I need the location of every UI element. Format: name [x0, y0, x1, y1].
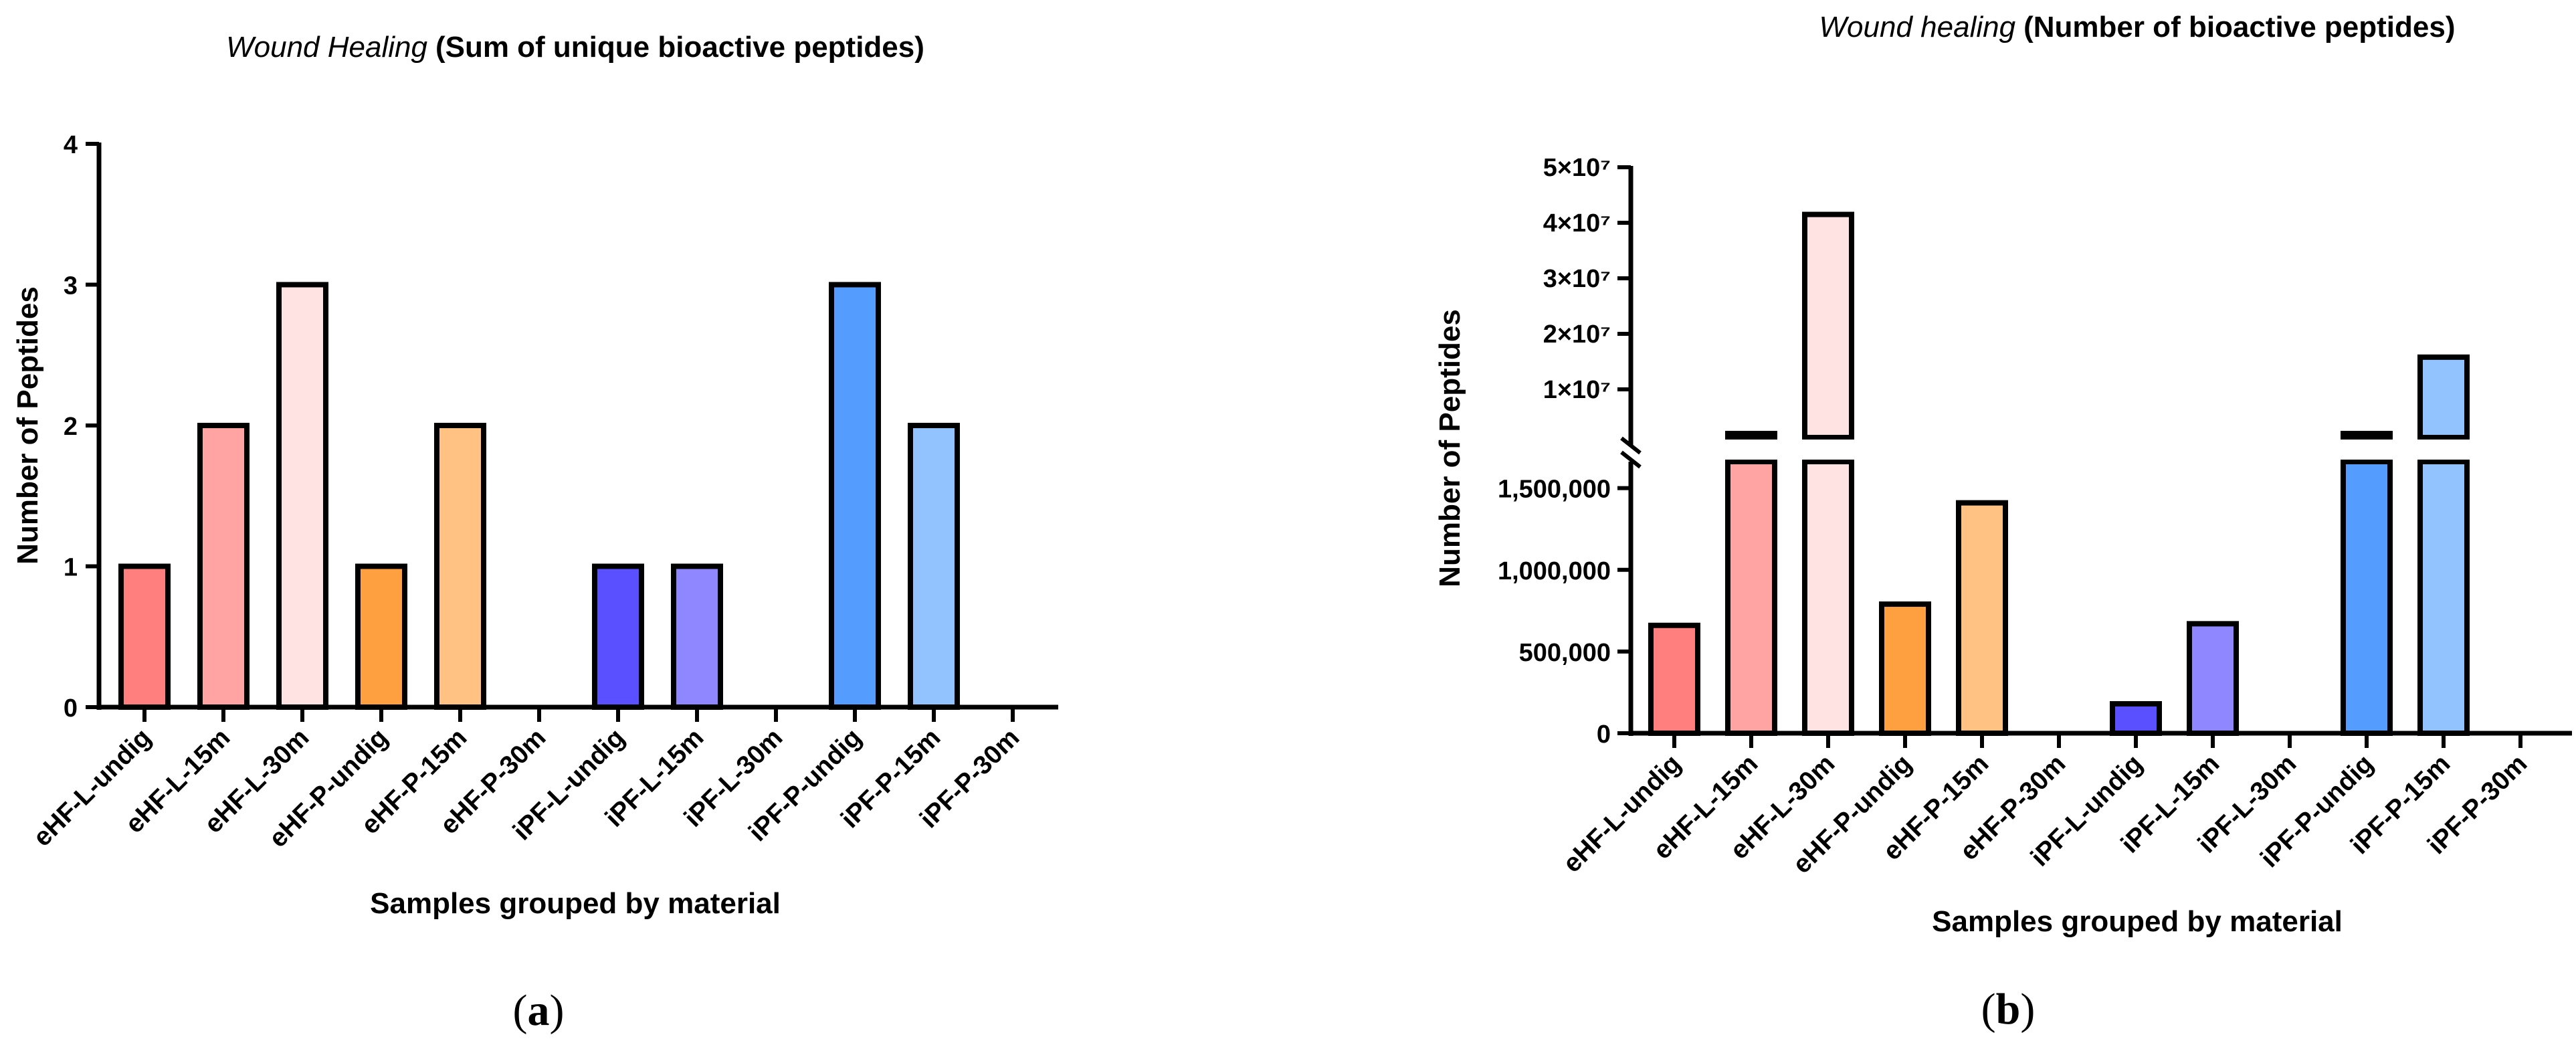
- panel-a-label-close: ): [550, 986, 565, 1035]
- y-tick-label: 5×10⁷: [1543, 154, 1611, 182]
- bar-ipf-p-15m-lower: [2417, 459, 2470, 736]
- axis-break-mark: [1620, 436, 1642, 455]
- panel-a-title-italic: Wound Healing: [226, 31, 427, 64]
- y-axis-label: Number of Peptides: [1433, 309, 1466, 587]
- panel-b-label: (b): [1981, 985, 2036, 1034]
- bar-ipf-l-undig: [592, 563, 644, 710]
- y-tick-label: 3: [64, 272, 78, 300]
- bar-ipf-p-15m-upper: [2417, 354, 2470, 440]
- axis-break-mark: [1620, 450, 1642, 469]
- y-tick-label: 1×10⁷: [1543, 376, 1611, 404]
- bar-ipf-p-undig-lower: [2341, 459, 2393, 736]
- y-tick-label: 0: [1597, 721, 1611, 749]
- x-axis-label: Samples grouped by material: [1932, 905, 2343, 938]
- bar-ehf-p-15m: [1956, 500, 2008, 736]
- bar-ehf-l-undig: [1648, 622, 1700, 736]
- panel-a-label: (a): [513, 986, 565, 1035]
- bar-ehf-l-15m-lower: [1725, 459, 1777, 736]
- bar-ipf-l-undig: [2110, 701, 2162, 737]
- bar-ehf-p-15m: [434, 423, 486, 710]
- panel-a-label-open: (: [513, 986, 528, 1035]
- panel-b-label-close: ): [2020, 985, 2035, 1034]
- bar-ehf-l-30m-upper: [1802, 211, 1854, 440]
- bar-ehf-l-15m-upper: [1725, 431, 1777, 440]
- bar-ipf-p-15m: [908, 423, 960, 710]
- bar-ehf-p-undig: [355, 563, 407, 710]
- panel-a-title-bold: (Sum of unique bioactive peptides): [435, 31, 924, 64]
- y-tick-label: 2×10⁷: [1543, 320, 1611, 349]
- y-tick-label: 1: [64, 554, 78, 582]
- y-axis-label: Number of Peptides: [11, 286, 44, 565]
- y-tick-label: 4×10⁷: [1543, 209, 1611, 237]
- bar-ehf-l-30m-lower: [1802, 459, 1854, 736]
- bar-ehf-l-15m: [197, 423, 250, 710]
- y-tick-label: 4: [64, 131, 78, 159]
- panel-a-title: Wound Healing (Sum of unique bioactive pe…: [226, 31, 924, 64]
- bar-ipf-p-undig: [829, 282, 881, 710]
- x-axis-label: Samples grouped by material: [370, 887, 781, 920]
- bar-ehf-l-undig: [118, 563, 171, 710]
- panel-a-label-letter: a: [528, 986, 550, 1035]
- y-tick-label: 2: [64, 413, 78, 441]
- panel-b-label-letter: b: [1996, 985, 2021, 1034]
- y-tick-label: 0: [64, 694, 78, 723]
- axis-break-band: [1671, 440, 2494, 460]
- bar-ipf-p-undig-upper: [2341, 431, 2393, 440]
- panel-b-title-bold: (Number of bioactive peptides): [2023, 11, 2455, 43]
- y-tick-label: 500,000: [1519, 639, 1611, 667]
- panel-b-chart: Wound healing (Number of bioactive peptid…: [1433, 11, 2572, 1034]
- bar-ipf-l-15m: [671, 563, 723, 710]
- y-tick-label: 3×10⁷: [1543, 265, 1611, 293]
- bar-ipf-l-15m: [2187, 621, 2239, 737]
- panel-b-label-open: (: [1981, 985, 1996, 1034]
- panel-b-title: Wound healing (Number of bioactive peptid…: [1819, 11, 2456, 43]
- y-tick-label: 1,500,000: [1498, 476, 1611, 504]
- panel-b-title-italic: Wound healing: [1819, 11, 2016, 43]
- bar-ehf-l-30m: [276, 282, 328, 710]
- y-tick-label: 1,000,000: [1498, 557, 1611, 585]
- bar-ehf-p-undig: [1879, 601, 1931, 736]
- panel-a-chart: Wound Healing (Sum of unique bioactive pe…: [11, 31, 1058, 1035]
